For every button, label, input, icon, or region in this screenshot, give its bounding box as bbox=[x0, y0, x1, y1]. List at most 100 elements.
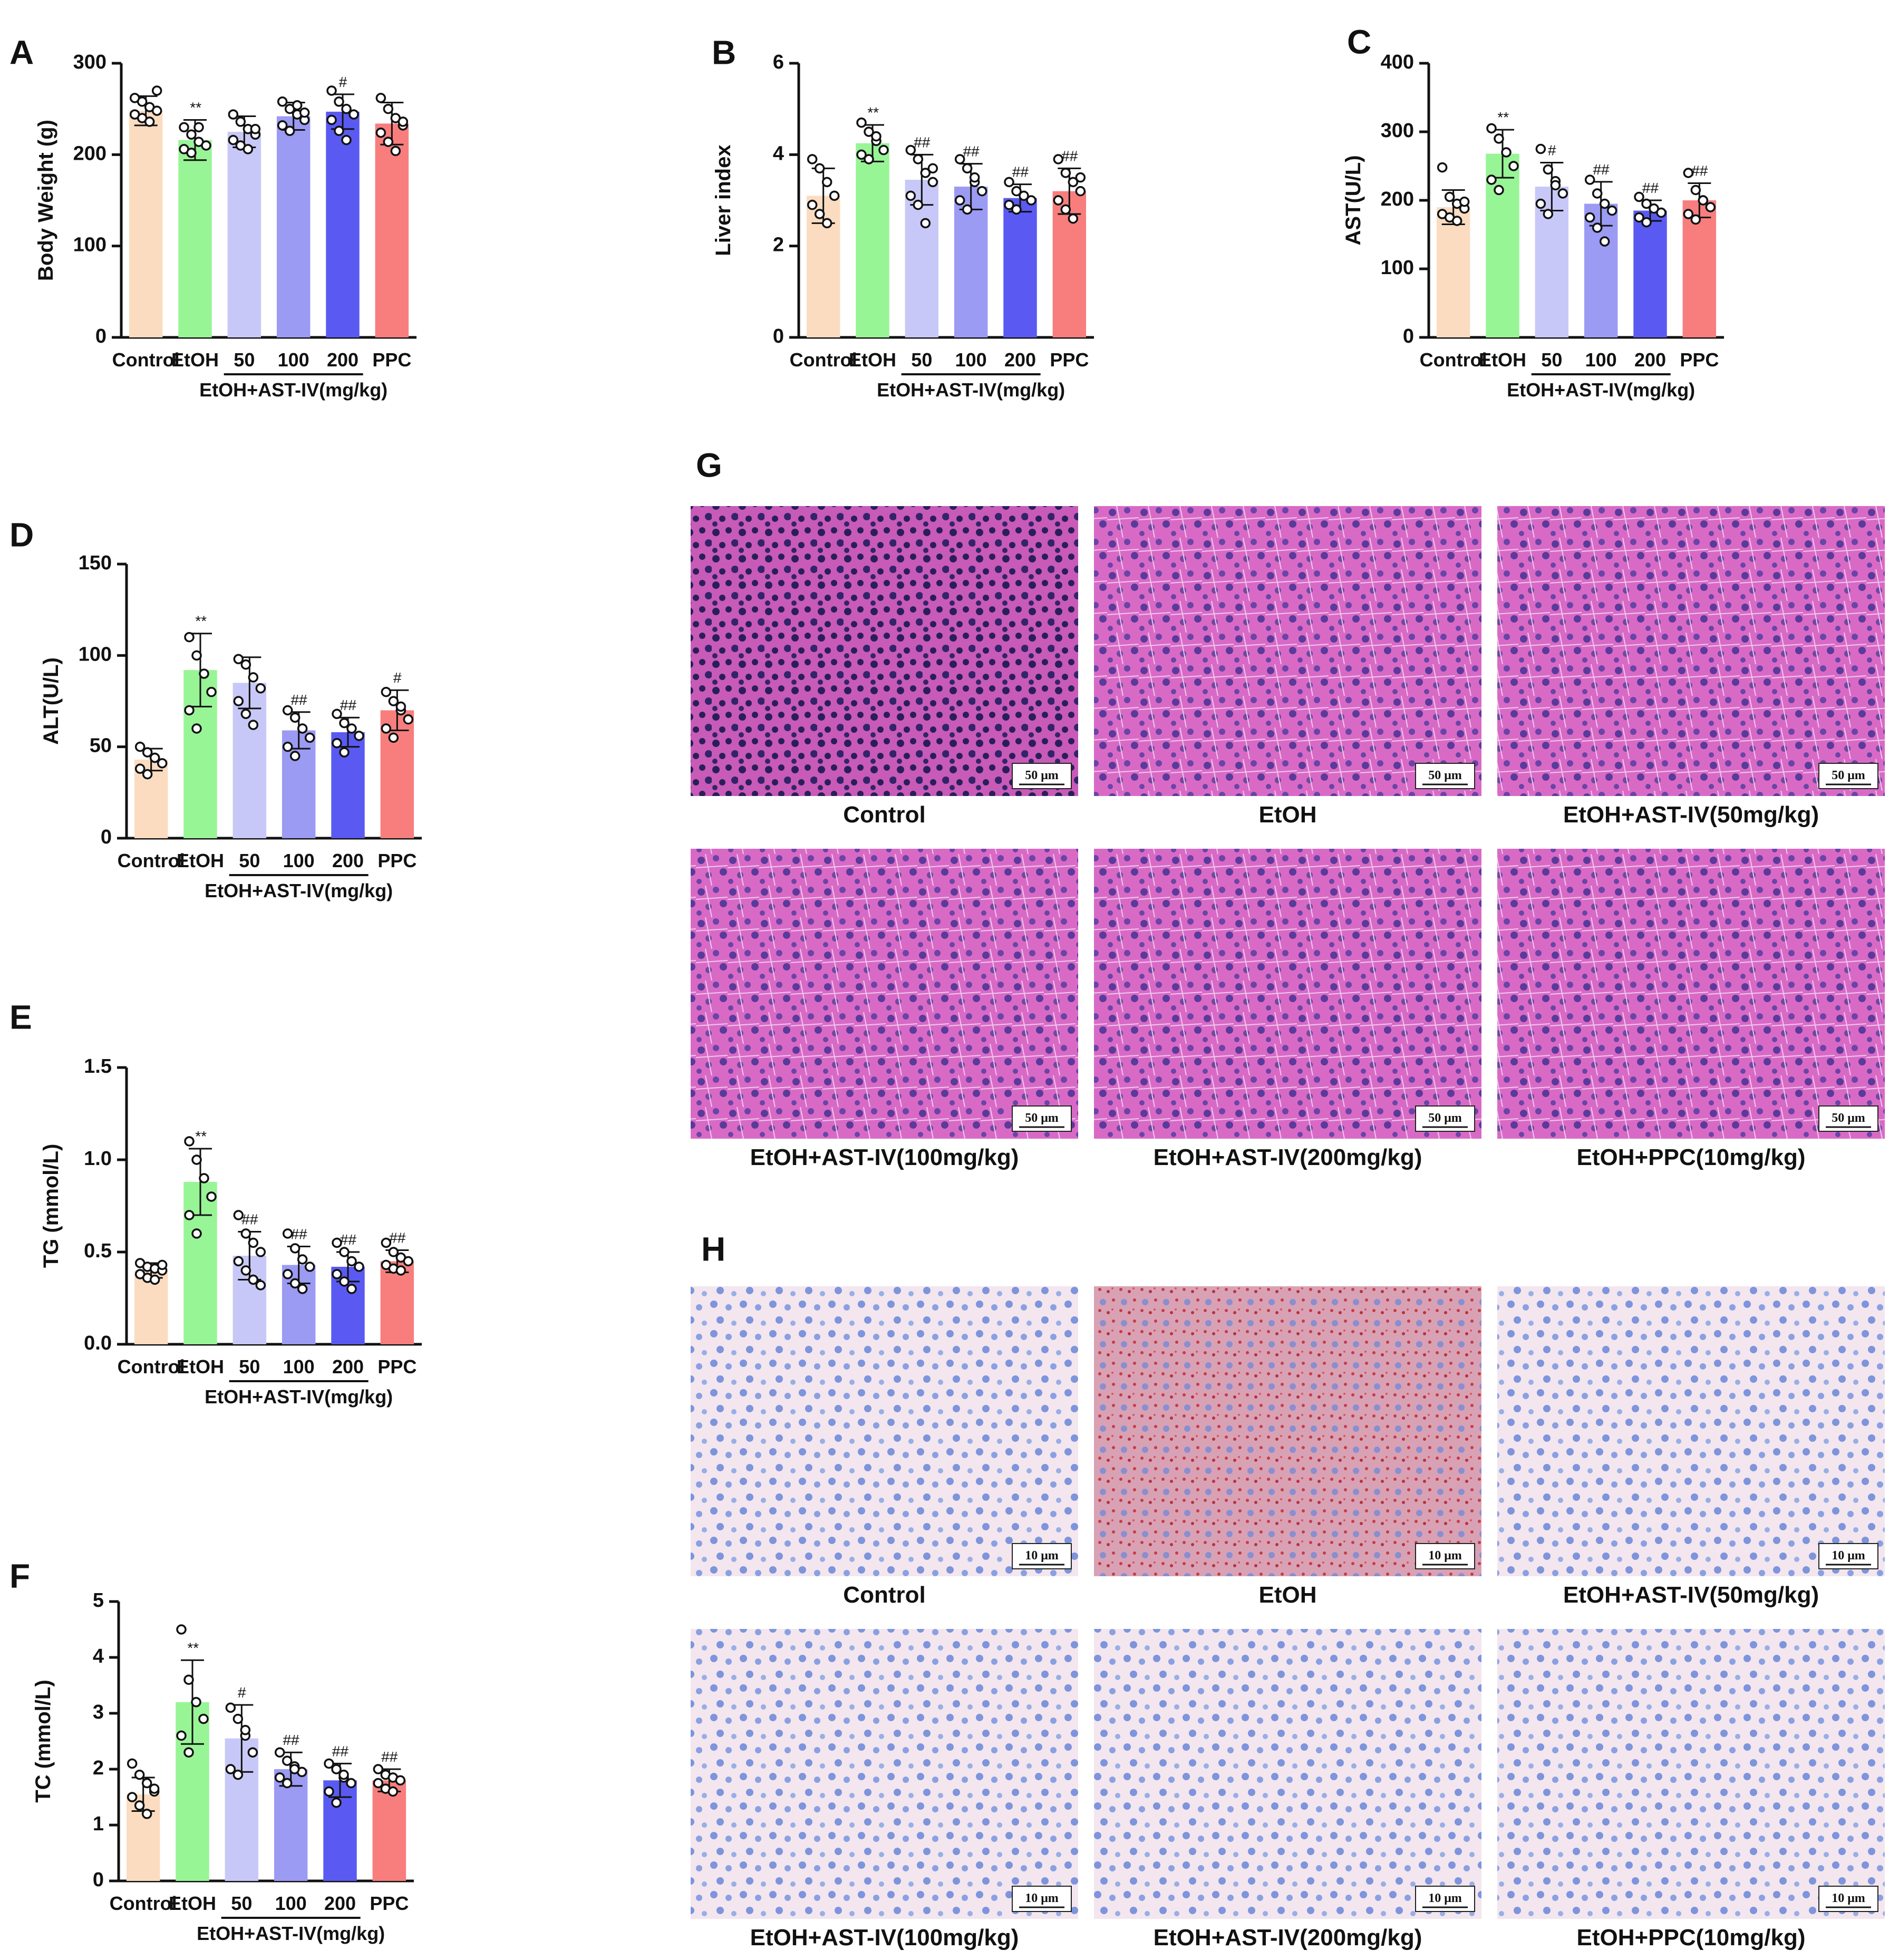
data-point bbox=[388, 732, 399, 743]
panel-letter: H bbox=[701, 1230, 725, 1268]
x-category-label: EtOH bbox=[169, 1893, 216, 1914]
data-point bbox=[282, 1228, 293, 1239]
x-category-label: Control bbox=[790, 349, 857, 371]
data-point bbox=[240, 1228, 251, 1239]
data-point bbox=[388, 696, 399, 706]
panel-letter: E bbox=[9, 998, 32, 1036]
data-point bbox=[976, 186, 987, 197]
data-point bbox=[905, 190, 916, 201]
data-point bbox=[184, 1136, 195, 1147]
data-point bbox=[304, 1262, 315, 1272]
data-point bbox=[243, 144, 254, 154]
data-point bbox=[878, 144, 889, 156]
data-point bbox=[157, 758, 168, 769]
data-point bbox=[381, 1237, 392, 1248]
data-point bbox=[1634, 191, 1644, 202]
data-point bbox=[920, 218, 931, 229]
data-point bbox=[142, 747, 153, 758]
data-point bbox=[233, 1256, 244, 1267]
scale-bar-label: 50 μm bbox=[1025, 1111, 1059, 1125]
data-point bbox=[332, 1269, 342, 1279]
data-point bbox=[341, 103, 352, 114]
y-tick-label: 2 bbox=[773, 234, 784, 256]
significance-mark: ## bbox=[1012, 164, 1029, 180]
data-point bbox=[250, 124, 261, 134]
bar bbox=[856, 143, 889, 337]
data-point bbox=[346, 723, 357, 734]
y-axis-label: TG (mmol/L) bbox=[40, 1144, 63, 1268]
data-point bbox=[927, 177, 938, 188]
scale-bar-label: 50 μm bbox=[1428, 1111, 1462, 1125]
data-point bbox=[1437, 162, 1448, 173]
panel-letter: B bbox=[712, 33, 736, 71]
data-point bbox=[176, 1624, 187, 1635]
y-axis-label: Liver index bbox=[712, 144, 735, 256]
significance-mark: ## bbox=[241, 1211, 258, 1228]
data-point bbox=[193, 122, 204, 133]
data-point bbox=[292, 100, 303, 111]
data-point bbox=[339, 1247, 350, 1257]
data-point bbox=[1705, 202, 1716, 212]
data-point bbox=[134, 1769, 145, 1780]
data-point bbox=[282, 1755, 293, 1766]
x-category-label: EtOH bbox=[177, 850, 224, 871]
data-point bbox=[134, 1800, 145, 1811]
data-point bbox=[149, 1274, 160, 1285]
y-axis-label: ALT(U/L) bbox=[40, 657, 63, 745]
data-point bbox=[1592, 222, 1603, 233]
data-point bbox=[255, 1280, 266, 1291]
data-point bbox=[1004, 177, 1014, 188]
data-point bbox=[240, 1265, 251, 1276]
data-point bbox=[1494, 133, 1504, 144]
data-point bbox=[240, 709, 251, 720]
y-tick-label: 300 bbox=[1381, 120, 1414, 142]
significance-mark: ## bbox=[340, 1231, 356, 1248]
x-category-label: EtOH bbox=[1479, 349, 1526, 371]
data-point bbox=[289, 1278, 301, 1289]
data-point bbox=[375, 127, 386, 138]
data-point bbox=[326, 85, 337, 96]
y-tick-label: 150 bbox=[79, 552, 112, 574]
data-point bbox=[149, 1783, 160, 1794]
x-category-label: 100 bbox=[283, 850, 315, 871]
data-point bbox=[338, 1769, 349, 1780]
data-point bbox=[183, 1747, 194, 1758]
data-point bbox=[289, 751, 301, 761]
x-category-label: 50 bbox=[231, 1893, 252, 1914]
data-point bbox=[381, 723, 392, 734]
data-point bbox=[233, 696, 244, 706]
data-point bbox=[821, 177, 832, 188]
data-point bbox=[1459, 196, 1470, 207]
data-point bbox=[829, 190, 840, 201]
data-point bbox=[1690, 185, 1701, 196]
bar bbox=[1003, 198, 1037, 337]
micrograph-caption: EtOH+AST-IV(200mg/kg) bbox=[1154, 1144, 1422, 1170]
chart-panel-e: E 0.0 0.5 1.0 1.5 TG (mmol/L) Control ** EtOH ## 5… bbox=[9, 998, 422, 1408]
data-point bbox=[206, 686, 217, 697]
x-category-label: Control bbox=[110, 1893, 177, 1914]
x-category-label: 200 bbox=[332, 1356, 364, 1377]
micrograph-image bbox=[1497, 506, 1885, 796]
micrograph-caption: EtOH+AST-IV(50mg/kg) bbox=[1563, 802, 1819, 828]
y-tick-label: 4 bbox=[93, 1645, 104, 1667]
y-tick-label: 1.0 bbox=[84, 1148, 112, 1170]
significance-mark: ** bbox=[1497, 109, 1509, 125]
data-point bbox=[962, 204, 973, 215]
micrograph-image bbox=[691, 1629, 1078, 1919]
y-tick-label: 0 bbox=[1403, 325, 1414, 347]
data-point bbox=[1075, 186, 1086, 197]
significance-mark: ** bbox=[187, 1639, 199, 1656]
data-point bbox=[905, 144, 916, 156]
data-point bbox=[348, 109, 359, 120]
significance-mark: ** bbox=[195, 613, 207, 629]
y-axis-label: AST(U/L) bbox=[1342, 155, 1365, 245]
chart-panel-c: C 0 100 200 300 400 AST(U/L) Control ** EtOH #50 ##… bbox=[1342, 23, 1724, 401]
x-category-label: Control bbox=[118, 1356, 185, 1377]
data-point bbox=[304, 732, 315, 743]
data-point bbox=[864, 127, 874, 137]
panel-letter: A bbox=[9, 33, 34, 71]
significance-mark: # bbox=[393, 669, 402, 686]
bar bbox=[129, 111, 163, 337]
panel-letter: F bbox=[9, 1557, 30, 1595]
